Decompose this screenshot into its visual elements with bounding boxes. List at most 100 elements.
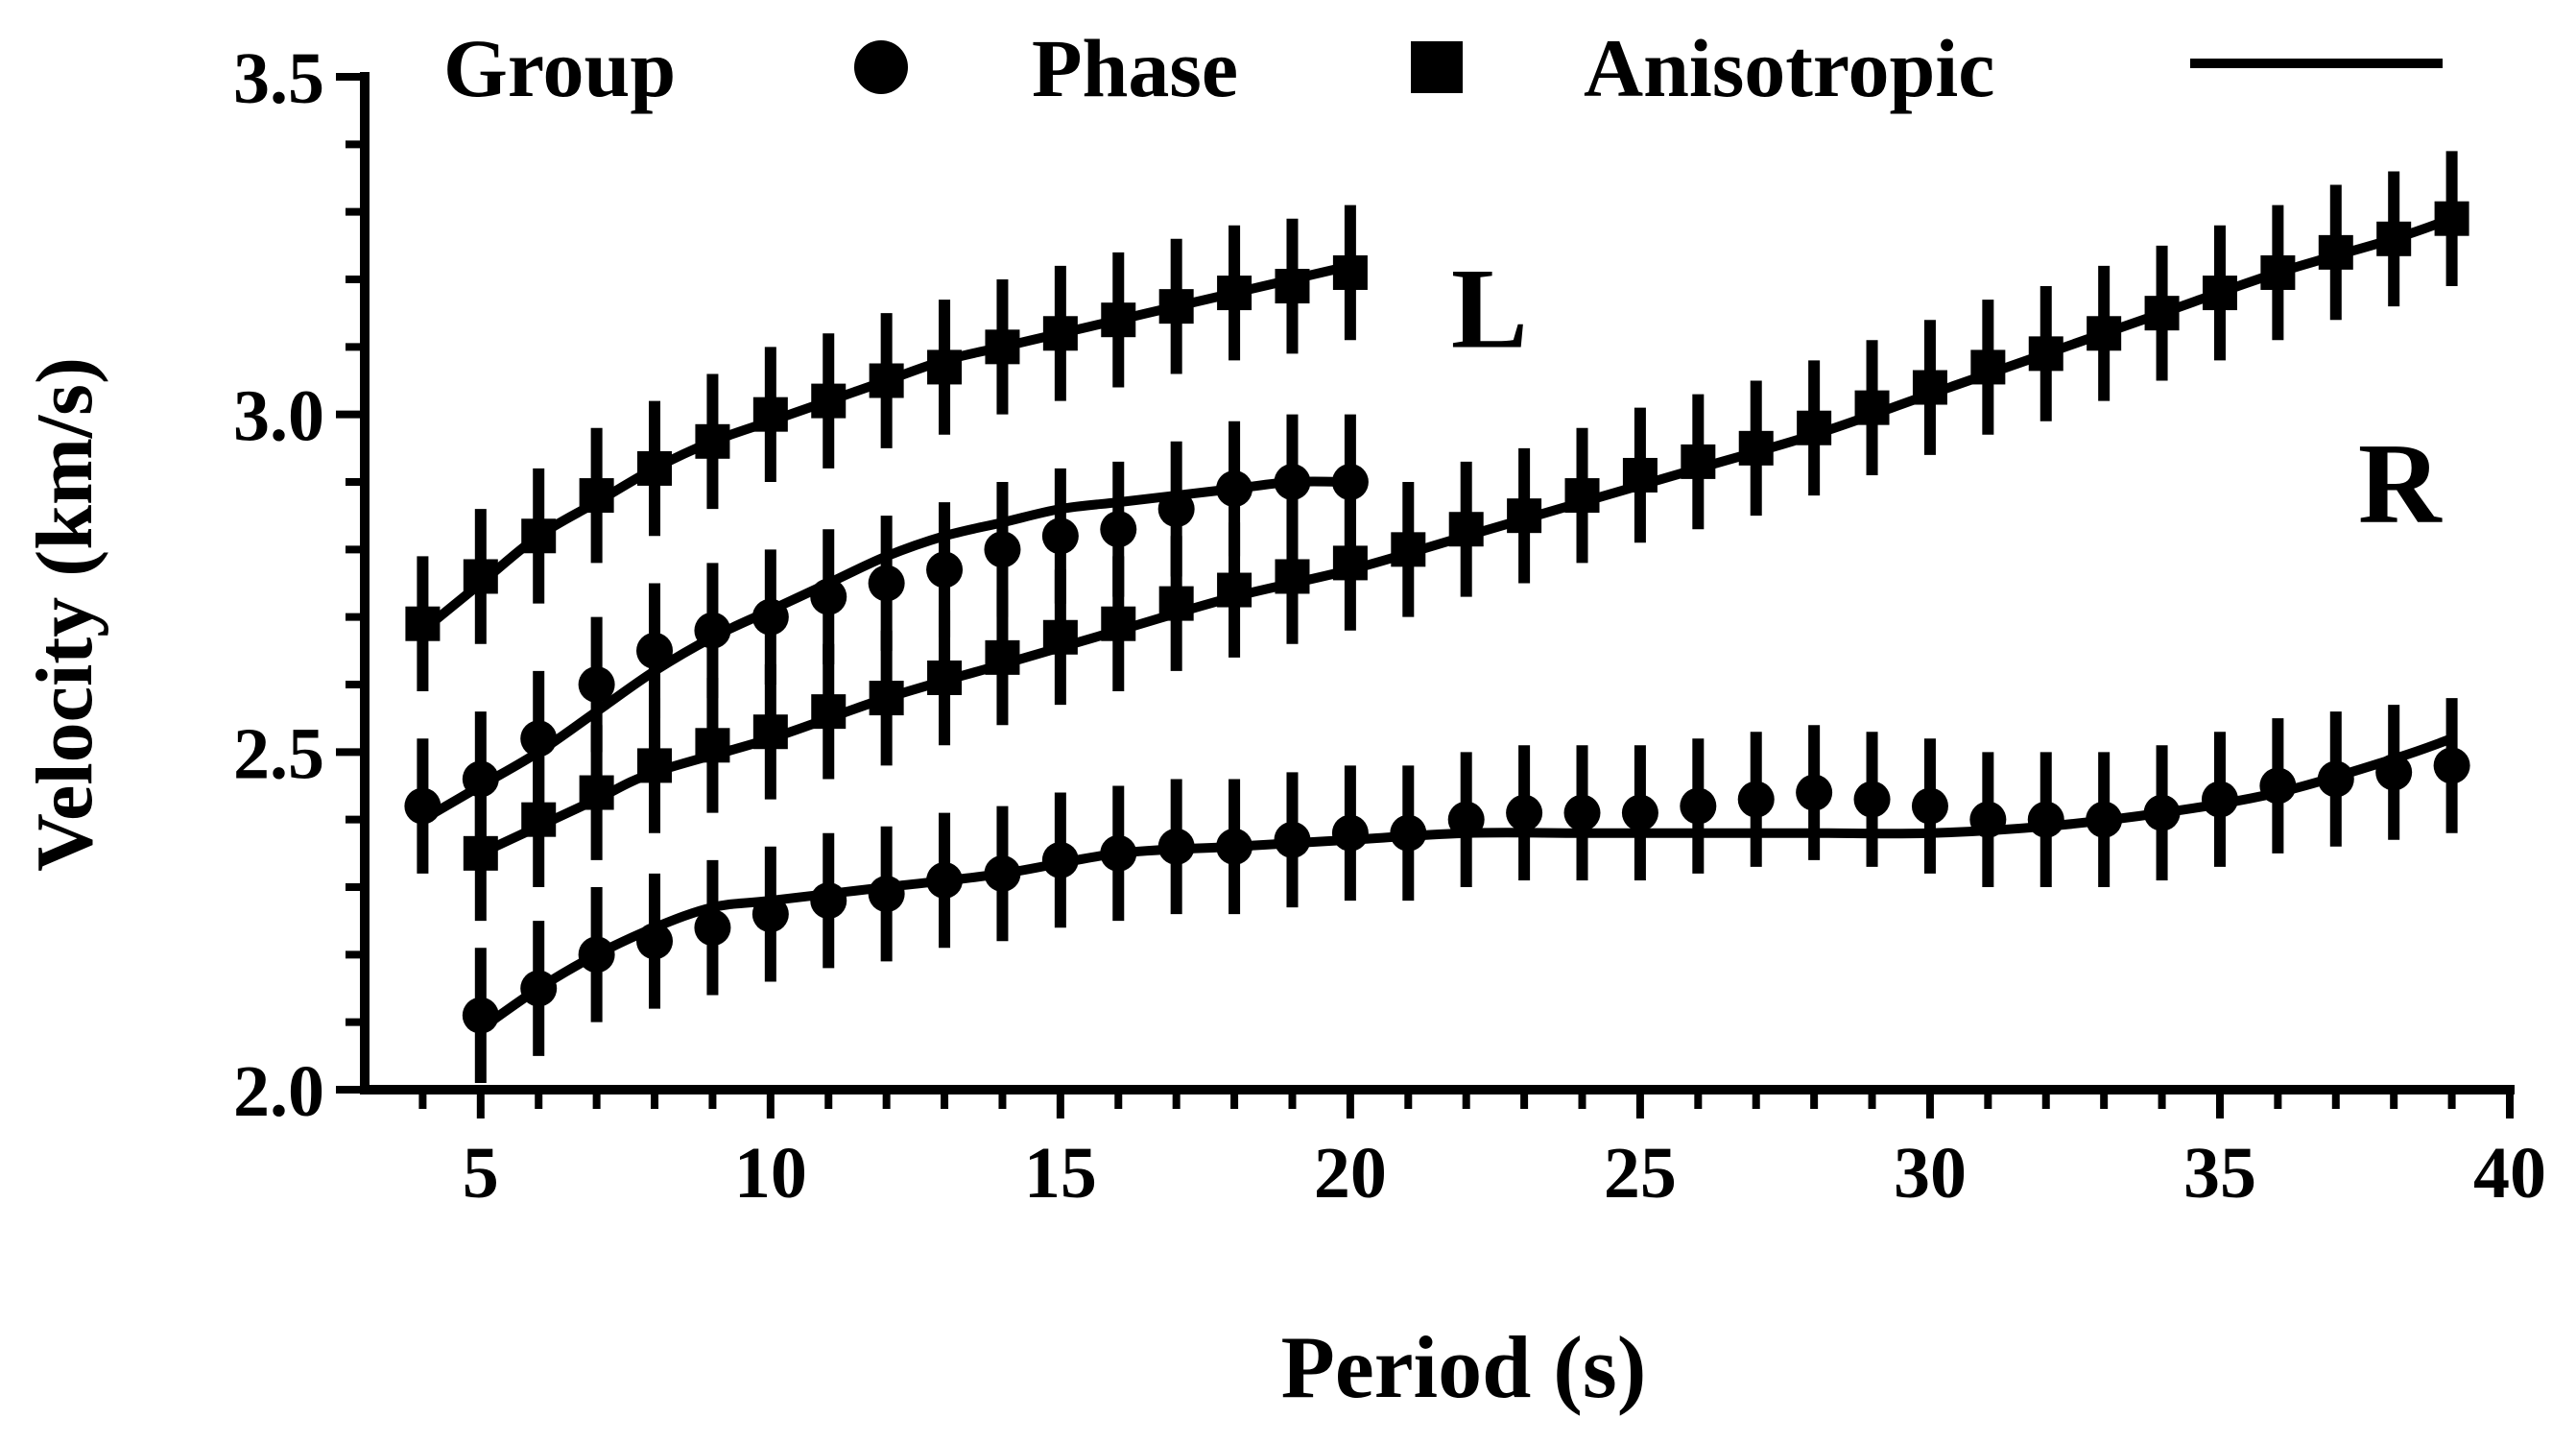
phase-velocity-point	[1333, 255, 1368, 290]
group-velocity-point	[926, 862, 963, 899]
y-tick-label: 2.5	[233, 713, 324, 794]
group-velocity-point	[2202, 782, 2238, 818]
phase-velocity-point	[637, 748, 672, 782]
group-velocity-point	[520, 720, 557, 757]
group-velocity-point	[1738, 782, 1775, 818]
phase-velocity-point	[580, 478, 614, 513]
phase-velocity-point	[1275, 269, 1309, 303]
group-velocity-point	[463, 998, 499, 1034]
group-velocity-point	[1100, 835, 1136, 872]
phase-velocity-point	[637, 451, 672, 486]
group-velocity-point	[463, 760, 499, 797]
phase-velocity-point	[1217, 276, 1252, 310]
legend-marker-square	[1411, 41, 1463, 93]
group-velocity-point	[1216, 470, 1252, 507]
phase-velocity-point	[464, 559, 498, 593]
error-bars	[422, 151, 2451, 1083]
phase-velocity-point	[1681, 445, 1715, 479]
group-velocity-point	[1158, 829, 1195, 865]
phase-velocity-point	[753, 397, 788, 432]
phase-velocity-point	[1101, 302, 1135, 337]
y-tick-label: 3.0	[233, 376, 324, 457]
phase-velocity-point	[464, 836, 498, 871]
phase-velocity-point	[2260, 255, 2295, 290]
group-velocity-point	[1216, 829, 1252, 865]
phase-velocity-point	[2087, 316, 2121, 350]
group-velocity-point	[752, 896, 789, 932]
group-velocity-point	[2259, 768, 2296, 805]
x-tick-label: 35	[2183, 1133, 2256, 1214]
group-velocity-point	[752, 599, 789, 636]
velocity-chart: 5 10 15 20 25 30 35 402.02.53.03.5 Period (s) V…	[0, 0, 2576, 1443]
phase-velocity-point	[753, 714, 788, 749]
y-axis-label: Velocity (km/s)	[20, 357, 109, 872]
y-tick-label: 3.5	[233, 38, 324, 119]
group-velocity-point	[2318, 760, 2354, 797]
phase-velocity-point	[2376, 222, 2411, 256]
phase-velocity-point	[1913, 371, 1947, 405]
tick-labels: 5 10 15 20 25 30 35 402.02.53.03.5	[233, 38, 2546, 1214]
group-velocity-point	[1564, 795, 1601, 831]
group-velocity-point	[984, 855, 1020, 892]
legend-label-group: Group	[443, 22, 676, 114]
phase-velocity-point	[2145, 296, 2180, 330]
group-velocity-point	[984, 531, 1020, 567]
group-velocity-point	[1100, 511, 1136, 547]
group-velocity-point	[869, 876, 905, 912]
phase-velocity-point	[1391, 532, 1425, 566]
phase-velocity-point	[1333, 545, 1368, 580]
group-velocity-point	[1506, 795, 1542, 831]
phase-velocity-point	[870, 364, 904, 398]
group-velocity-point	[1332, 464, 1369, 500]
group-velocity-point	[810, 579, 847, 615]
phase-velocity-point	[811, 384, 846, 419]
group-velocity-point	[810, 882, 847, 919]
x-tick-label: 25	[1604, 1133, 1677, 1214]
x-tick-label: 10	[734, 1133, 807, 1214]
phase-velocity-point	[1565, 478, 1600, 513]
phase-velocity-point	[1507, 498, 1541, 533]
phase-velocity-point	[2319, 235, 2353, 270]
phase-velocity-point	[521, 803, 556, 837]
group-velocity-point	[1390, 815, 1426, 852]
group-velocity-point	[926, 551, 963, 588]
axes	[336, 77, 2510, 1118]
phase-velocity-point	[1739, 431, 1774, 466]
phase-velocity-point	[1855, 391, 1890, 425]
phase-velocity-point	[1159, 289, 1194, 324]
group-velocity-point	[1332, 815, 1369, 852]
phase-velocity-point	[2203, 276, 2237, 310]
group-velocity-point	[579, 666, 615, 703]
x-tick-label: 40	[2473, 1133, 2546, 1214]
group-velocity-point	[1796, 775, 1832, 811]
phase-velocity-point	[2029, 336, 2063, 371]
annotation-love: L	[1451, 244, 1528, 372]
group-velocity-point	[1274, 822, 1310, 858]
phase-velocity-point	[1043, 620, 1078, 655]
group-velocity-point	[694, 909, 730, 946]
group-velocity-point	[1969, 802, 2006, 838]
group-velocity-point	[2028, 802, 2064, 838]
phase-velocity-point	[1101, 607, 1135, 641]
group-velocity-point	[636, 633, 673, 669]
x-tick-label: 20	[1314, 1133, 1387, 1214]
group-velocity-point	[2375, 754, 2412, 790]
group-velocity-point	[1158, 491, 1195, 527]
phase-velocity-point	[695, 424, 729, 459]
phase-velocity-point	[695, 728, 729, 762]
group-velocity-point	[404, 788, 441, 825]
phase-velocity-point	[1275, 559, 1309, 593]
legend-label-phase: Phase	[1032, 22, 1238, 114]
group-velocity-point	[1622, 795, 1658, 831]
phase-velocity-point	[521, 518, 556, 553]
x-tick-label: 5	[463, 1133, 499, 1214]
annotation-rayleigh: R	[2358, 420, 2443, 547]
phase-velocity-point	[811, 694, 846, 729]
group-velocity-point	[579, 936, 615, 973]
group-velocity-point	[869, 565, 905, 602]
x-axis-label: Period (s)	[1281, 1318, 1647, 1416]
phase-velocity-point	[870, 681, 904, 715]
group-velocity-point	[1042, 517, 1079, 554]
legend-marker-circle	[854, 40, 908, 94]
x-tick-label: 15	[1024, 1133, 1097, 1214]
